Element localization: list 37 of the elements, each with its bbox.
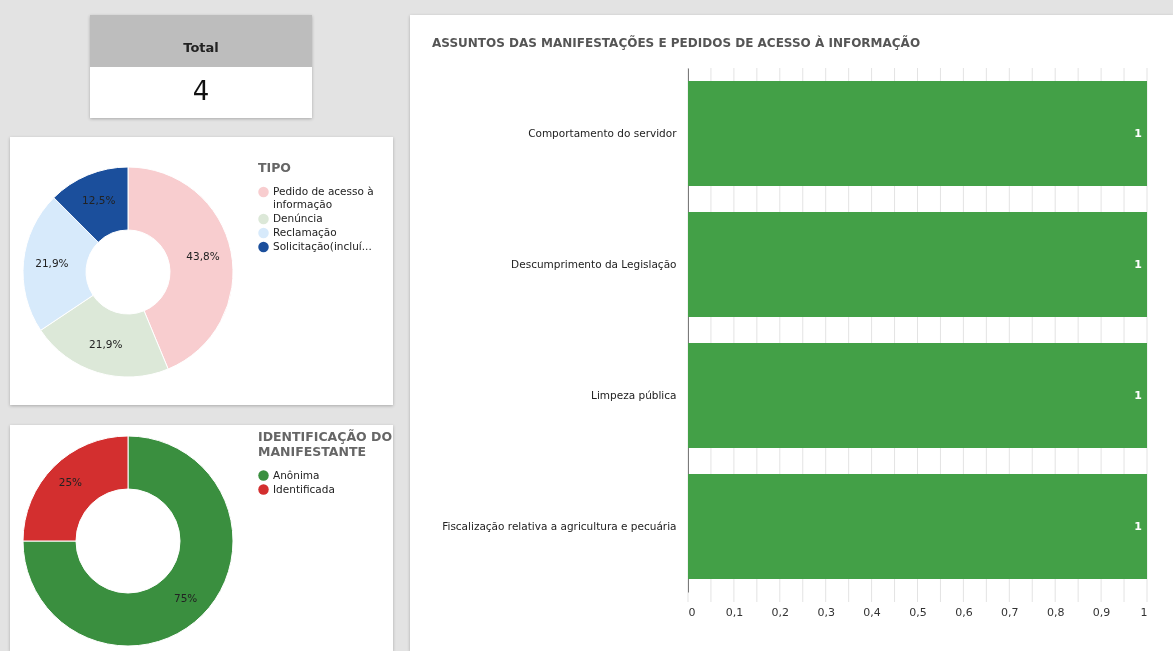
legend-label: Denúncia bbox=[273, 212, 323, 224]
x-tick-label: 0,3 bbox=[817, 605, 835, 619]
x-tick-label: 0,4 bbox=[863, 605, 881, 619]
data-label: 21,9% bbox=[35, 257, 69, 270]
data-label: 1 bbox=[1134, 519, 1142, 533]
x-tick-label: 1 bbox=[1140, 605, 1148, 619]
y-tick-label: Comportamento do servidor bbox=[528, 126, 678, 139]
x-tick-label: 0,7 bbox=[1001, 605, 1019, 619]
x-tick-label: 0,2 bbox=[771, 605, 790, 619]
chart-title: ASSUNTOS DAS MANIFESTAÇÕES E PEDIDOS DE ACESSO À INFORMAÇÃO bbox=[432, 34, 921, 50]
x-tick-label: 0,5 bbox=[909, 605, 927, 619]
legend-label: Pedido de acesso à informação bbox=[273, 185, 374, 210]
x-tick-label: 0,6 bbox=[955, 605, 973, 619]
data-label: 1 bbox=[1134, 257, 1142, 271]
x-tick-label: 0,8 bbox=[1046, 605, 1065, 619]
data-label: 43,8% bbox=[186, 250, 220, 263]
data-label: 75% bbox=[173, 591, 198, 604]
legend-title: IDENTIFICAÇÃO DO MANIFESTANTE bbox=[258, 429, 393, 459]
legend-title: TIPO bbox=[258, 160, 291, 175]
legend-label: Anônima bbox=[273, 468, 320, 481]
legend-label: Identificada bbox=[273, 482, 335, 495]
y-tick-label: Limpeza pública bbox=[591, 388, 677, 401]
data-label: 21,9% bbox=[89, 338, 123, 351]
data-label: 1 bbox=[1134, 126, 1142, 140]
legend-label: Solicitação(incluí... bbox=[273, 240, 372, 252]
donut-slice bbox=[22, 435, 234, 647]
x-tick-label: 0,1 bbox=[725, 605, 744, 619]
y-tick-label: Descumprimento da Legislação bbox=[511, 257, 677, 270]
x-tick-label: 0 bbox=[688, 605, 696, 619]
y-tick-label: Fiscalização relativa a agricultura e pecuária bbox=[442, 519, 677, 532]
text: Total bbox=[183, 40, 219, 55]
legend-label: Reclamação bbox=[273, 226, 337, 238]
data-label: 12,5% bbox=[82, 194, 116, 207]
data-label: 1 bbox=[1134, 388, 1142, 402]
data-label: 4 bbox=[192, 76, 210, 106]
data-label: 25% bbox=[58, 476, 83, 489]
x-tick-label: 0,9 bbox=[1092, 605, 1111, 619]
